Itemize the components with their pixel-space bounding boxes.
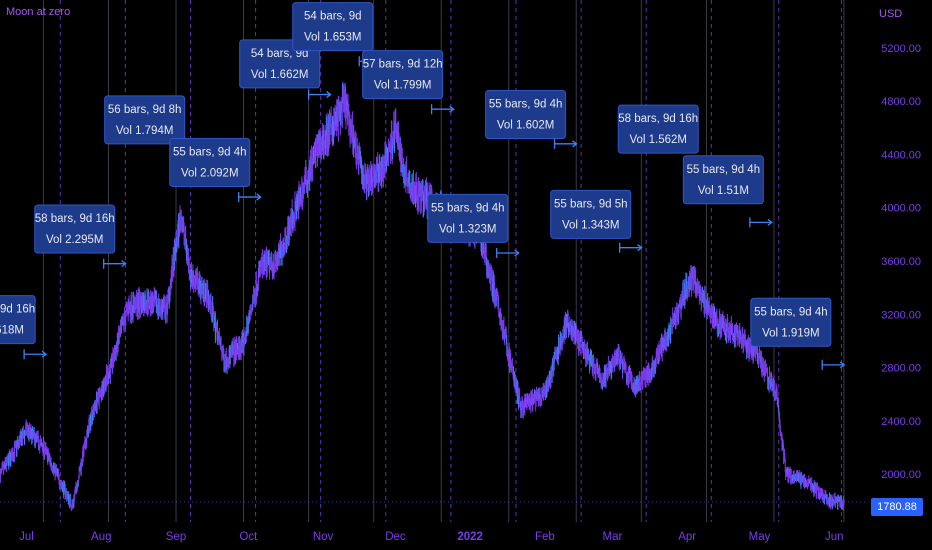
x-tick-label: Nov <box>313 531 334 543</box>
y-tick-label: 4800.00 <box>881 96 921 108</box>
y-tick-label: 5200.00 <box>881 43 921 55</box>
cycle-label-text: Vol 1.343M <box>562 219 620 231</box>
candles <box>0 81 845 512</box>
cycle-label-text: Vol 2.092M <box>181 167 239 179</box>
last-price-tag: 1780.88 <box>871 498 923 516</box>
cycle-label-text: 55 bars, 9d 4h <box>173 146 247 158</box>
cycle-label-box <box>485 90 567 140</box>
cycle-label-text: 55 bars, 9d 5h <box>554 198 628 210</box>
x-tick-label: Feb <box>535 531 555 543</box>
arrow-head <box>449 105 455 113</box>
cycle-label-text: 54 bars, 9d <box>304 11 362 23</box>
arrow-head <box>572 140 578 148</box>
arrow-head <box>121 260 127 268</box>
arrow-head <box>839 361 846 369</box>
x-tick-label: May <box>749 531 771 543</box>
cycle-label: 57 bars, 9d 12h Vol 1.799M <box>362 50 444 100</box>
cycle-label-text: Vol 1.794M <box>116 125 174 137</box>
cycle-label-text: 55 bars, 9d 4h <box>489 99 563 111</box>
cycle-label-text: 54 bars, 9d <box>251 48 309 60</box>
cycle-label: 55 bars, 9d 4h Vol 1.51M <box>682 155 764 205</box>
cycle-label-box <box>682 155 764 205</box>
arrow-head <box>41 350 48 358</box>
indicator-name[interactable]: Moon at zero <box>6 6 71 18</box>
x-tick-label: Jun <box>825 531 844 543</box>
arrow-icon <box>307 89 332 100</box>
y-tick-label: 4000.00 <box>881 203 921 215</box>
cycle-label-box <box>750 297 832 347</box>
cycle-label-box <box>550 189 632 239</box>
cycle-label-box <box>0 295 36 345</box>
cycle-label-box <box>104 95 186 145</box>
cycle-label-text: Vol 1.562M <box>629 134 687 146</box>
arrow-icon <box>496 248 520 259</box>
cycle-label: 55 bars, 9d 5h Vol 1.343M <box>550 189 632 239</box>
arrow-head <box>637 244 643 252</box>
cycle-label: 58 bars, 9d 16h Vol 1.562M <box>617 104 699 154</box>
cycle-label-text: 55 bars, 9d 4h <box>431 202 505 214</box>
cycle-label: 54 bars, 9d Vol 1.662M <box>239 39 321 89</box>
x-tick-label: 2022 <box>457 531 483 543</box>
arrow-icon <box>553 138 578 149</box>
cycle-label-text: Vol 1.799M <box>374 80 432 92</box>
cycle-label: 55 bars, 9d 4h Vol 2.092M <box>169 137 251 187</box>
cycle-label: 55 bars, 9d 4h Vol 1.919M <box>750 297 832 347</box>
cycle-label-text: Vol 2.295M <box>46 234 104 246</box>
currency-label: USD <box>879 8 903 20</box>
cycle-label-text: Vol 1.919M <box>762 327 820 339</box>
cycle-label: 56 bars, 9d 8h Vol 1.794M <box>104 95 186 145</box>
y-tick-label: 2800.00 <box>881 363 921 375</box>
x-tick-label: Sep <box>166 531 186 543</box>
arrow-icon <box>238 192 262 203</box>
arrow-head <box>326 91 332 99</box>
cycle-label-box <box>239 39 321 89</box>
cycle-label-text: Vol 1.662M <box>251 69 309 81</box>
cycle-label-box <box>34 204 116 254</box>
cycle-label-text: 58 bars, 9d 16h <box>618 113 698 125</box>
y-tick-label: 2000.00 <box>881 469 921 481</box>
arrow-icon <box>821 359 846 370</box>
arrow-head <box>514 249 520 257</box>
cycle-label-text: 55 bars, 9d 4h <box>687 164 761 176</box>
x-tick-label: Dec <box>385 531 406 543</box>
arrow-icon <box>103 258 127 269</box>
arrow-head <box>767 218 773 226</box>
cycle-label-text: Vol 1.51M <box>698 185 749 197</box>
y-tick-label: 2400.00 <box>881 416 921 428</box>
cycle-label-text: 57 bars, 9d 12h <box>363 59 443 71</box>
cycle-label-text: 58 bars, 9d 16h <box>0 304 35 316</box>
arrow-icon <box>619 242 643 253</box>
y-tick-label: 3200.00 <box>881 309 921 321</box>
cycle-label: 58 bars, 9d 16h Vol 2.295M <box>34 204 116 254</box>
cycle-label-box <box>427 193 509 243</box>
x-tick-label: Oct <box>239 531 258 543</box>
cycle-label-text: Vol 1.602M <box>497 120 555 132</box>
cycle-label: 54 bars, 9d Vol 1.653M <box>292 2 374 52</box>
cycle-label: 55 bars, 9d 4h Vol 1.602M <box>485 90 567 140</box>
x-tick-label: Mar <box>603 531 623 543</box>
cycle-label-box <box>169 137 251 187</box>
cycle-label-text: 55 bars, 9d 4h <box>754 306 828 318</box>
cycle-label-text: Vol 1.618M <box>0 325 24 337</box>
arrow-icon <box>23 349 48 360</box>
arrow-icon <box>430 104 455 115</box>
x-tick-label: Jul <box>19 531 34 543</box>
arrow-head <box>256 193 262 201</box>
cycle-label: 58 bars, 9d 16h Vol 1.618M <box>0 295 36 345</box>
x-tick-label: Apr <box>678 531 696 543</box>
arrow-icon <box>749 217 773 228</box>
cycle-label-text: 56 bars, 9d 8h <box>108 104 182 116</box>
cycle-label: 55 bars, 9d 4h Vol 1.323M <box>427 193 509 243</box>
cycle-label-text: 58 bars, 9d 16h <box>35 213 115 225</box>
y-tick-label: 3600.00 <box>881 256 921 268</box>
cycle-label-box <box>617 104 699 154</box>
cycle-label-box <box>362 50 444 100</box>
cycle-label-box <box>292 2 374 52</box>
cycle-label-text: Vol 1.323M <box>439 223 497 235</box>
y-tick-label: 4400.00 <box>881 149 921 161</box>
cycle-label-text: Vol 1.653M <box>304 32 362 44</box>
x-tick-label: Aug <box>91 531 111 543</box>
